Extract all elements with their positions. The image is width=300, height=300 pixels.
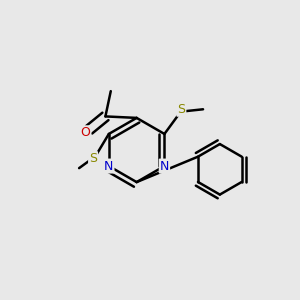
Text: N: N	[104, 160, 113, 172]
Text: S: S	[89, 152, 97, 165]
Text: S: S	[177, 103, 185, 116]
Text: O: O	[81, 126, 90, 139]
Text: N: N	[160, 160, 169, 172]
